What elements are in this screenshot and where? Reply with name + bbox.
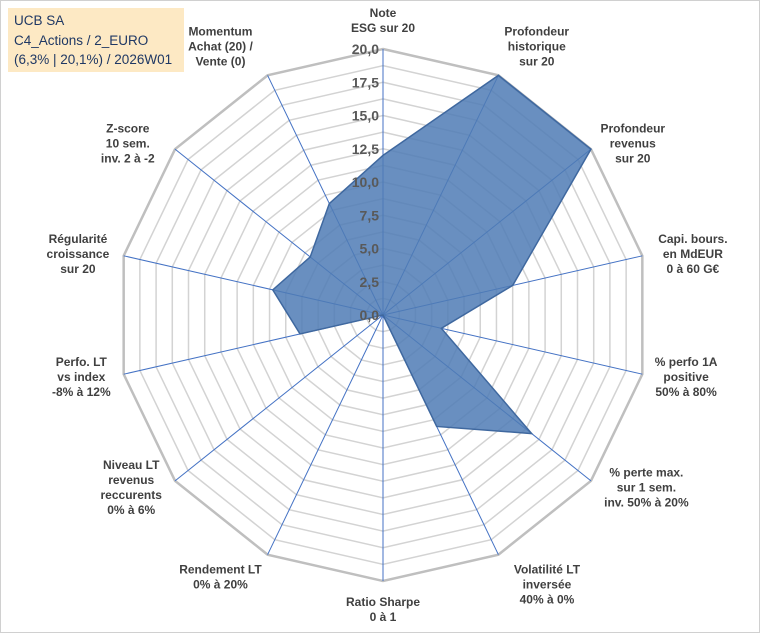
axis-label-line: sur 20 xyxy=(519,54,555,68)
axis-label: Capi. bours. en MdEUR 0 à 60 G€ xyxy=(658,232,727,276)
axis-label-line: positive xyxy=(663,370,709,384)
axis-label: Momentum Achat (20) / Vente (0) xyxy=(188,24,253,68)
axis-label: Perfo. LT vs index -8% à 12% xyxy=(52,355,111,399)
radar-spoke xyxy=(174,314,384,482)
axis-label-line: -8% à 12% xyxy=(52,385,111,399)
tick-label: 5,0 xyxy=(360,241,380,257)
axis-label-line: Profondeur xyxy=(600,121,665,135)
radar-series xyxy=(271,74,592,435)
axis-label-line: revenus xyxy=(610,136,656,150)
axis-label-line: Momentum xyxy=(188,24,252,38)
axis-label-line: Régularité xyxy=(49,232,108,246)
tick-label: 0,0 xyxy=(360,307,380,323)
title-line-category: C4_Actions / 2_EURO xyxy=(14,32,149,48)
axis-label-line: Achat (20) / xyxy=(188,39,253,53)
axis-label-line: 10 sem. xyxy=(106,136,150,150)
axis-label-line: 0% à 20% xyxy=(193,578,248,592)
axis-label-line: historique xyxy=(508,39,566,53)
axis-label-line: revenus xyxy=(108,473,154,487)
axis-label-line: Perfo. LT xyxy=(56,355,108,369)
axis-label-line: Note xyxy=(370,6,397,20)
axis-label: Z-score 10 sem. inv. 2 à -2 xyxy=(101,121,155,165)
axis-label-line: sur 1 sem. xyxy=(617,481,676,495)
axis-label: Niveau LT revenus reccurents 0% à 6% xyxy=(101,458,163,517)
axis-label-line: Ratio Sharpe xyxy=(346,595,420,609)
radar-tick-labels: 0,0 2,5 5,0 7,5 10,0 12,5 15,0 17,5 20,0 xyxy=(352,41,379,323)
axis-label: Profondeur revenus sur 20 xyxy=(600,121,665,165)
axis-label-line: 0 à 60 G€ xyxy=(667,262,720,276)
axis-label: Note ESG sur 20 xyxy=(351,6,415,35)
tick-label: 2,5 xyxy=(360,274,380,290)
axis-label-line: sur 20 xyxy=(60,262,96,276)
tick-label: 20,0 xyxy=(352,41,379,57)
tick-label: 7,5 xyxy=(360,207,380,223)
axis-label-line: inv. 50% à 20% xyxy=(604,496,689,510)
series-area xyxy=(271,74,592,435)
tick-label: 12,5 xyxy=(352,141,379,157)
axis-label-line: Capi. bours. xyxy=(658,232,727,246)
axis-label-line: 0 à 1 xyxy=(370,610,397,624)
axis-label-line: inv. 2 à -2 xyxy=(101,151,155,165)
axis-label-line: Vente (0) xyxy=(195,54,245,68)
axis-label-line: ESG sur 20 xyxy=(351,21,415,35)
tick-label: 10,0 xyxy=(352,174,379,190)
axis-label-line: 0% à 6% xyxy=(107,503,155,517)
axis-label-line: sur 20 xyxy=(615,151,651,165)
axis-label-line: 50% à 80% xyxy=(655,385,717,399)
title-line-stats: (6,3% | 20,1%) / 2026W01 xyxy=(14,52,173,67)
axis-label-line: Z-score xyxy=(106,121,150,135)
axis-label: % perfo 1A positive 50% à 80% xyxy=(655,355,718,399)
axis-label: Ratio Sharpe 0 à 1 xyxy=(346,595,420,624)
axis-label-line: Rendement LT xyxy=(179,563,262,577)
axis-label-line: % perte max. xyxy=(609,466,683,480)
axis-label: Régularité croissance sur 20 xyxy=(47,232,110,276)
axis-label: Volatilité LT inversée 40% à 0% xyxy=(514,563,581,607)
axis-label-line: Profondeur xyxy=(504,24,569,38)
axis-label: % perte max. sur 1 sem. inv. 50% à 20% xyxy=(604,466,689,510)
tick-label: 15,0 xyxy=(352,108,379,124)
axis-label: Profondeur historique sur 20 xyxy=(504,24,569,68)
axis-label-line: vs index xyxy=(57,370,105,384)
radar-axis-labels: Note ESG sur 20 Profondeur historique sur 20… xyxy=(47,6,728,624)
tick-label: 17,5 xyxy=(352,74,379,90)
axis-label-line: en MdEUR xyxy=(663,247,723,261)
axis-label-line: 40% à 0% xyxy=(520,593,575,607)
axis-label: Rendement LT 0% à 20% xyxy=(179,563,262,592)
axis-label-line: reccurents xyxy=(101,488,163,502)
chart-title-box: UCB SA C4_Actions / 2_EURO (6,3% | 20,1%… xyxy=(8,8,184,72)
radar-spoke xyxy=(267,314,384,555)
axis-label-line: % perfo 1A xyxy=(655,355,718,369)
title-line-company: UCB SA xyxy=(14,13,65,28)
axis-label-line: Niveau LT xyxy=(103,458,160,472)
axis-label-line: Volatilité LT xyxy=(514,563,581,577)
axis-label-line: croissance xyxy=(47,247,110,261)
axis-label-line: inversée xyxy=(523,578,572,592)
